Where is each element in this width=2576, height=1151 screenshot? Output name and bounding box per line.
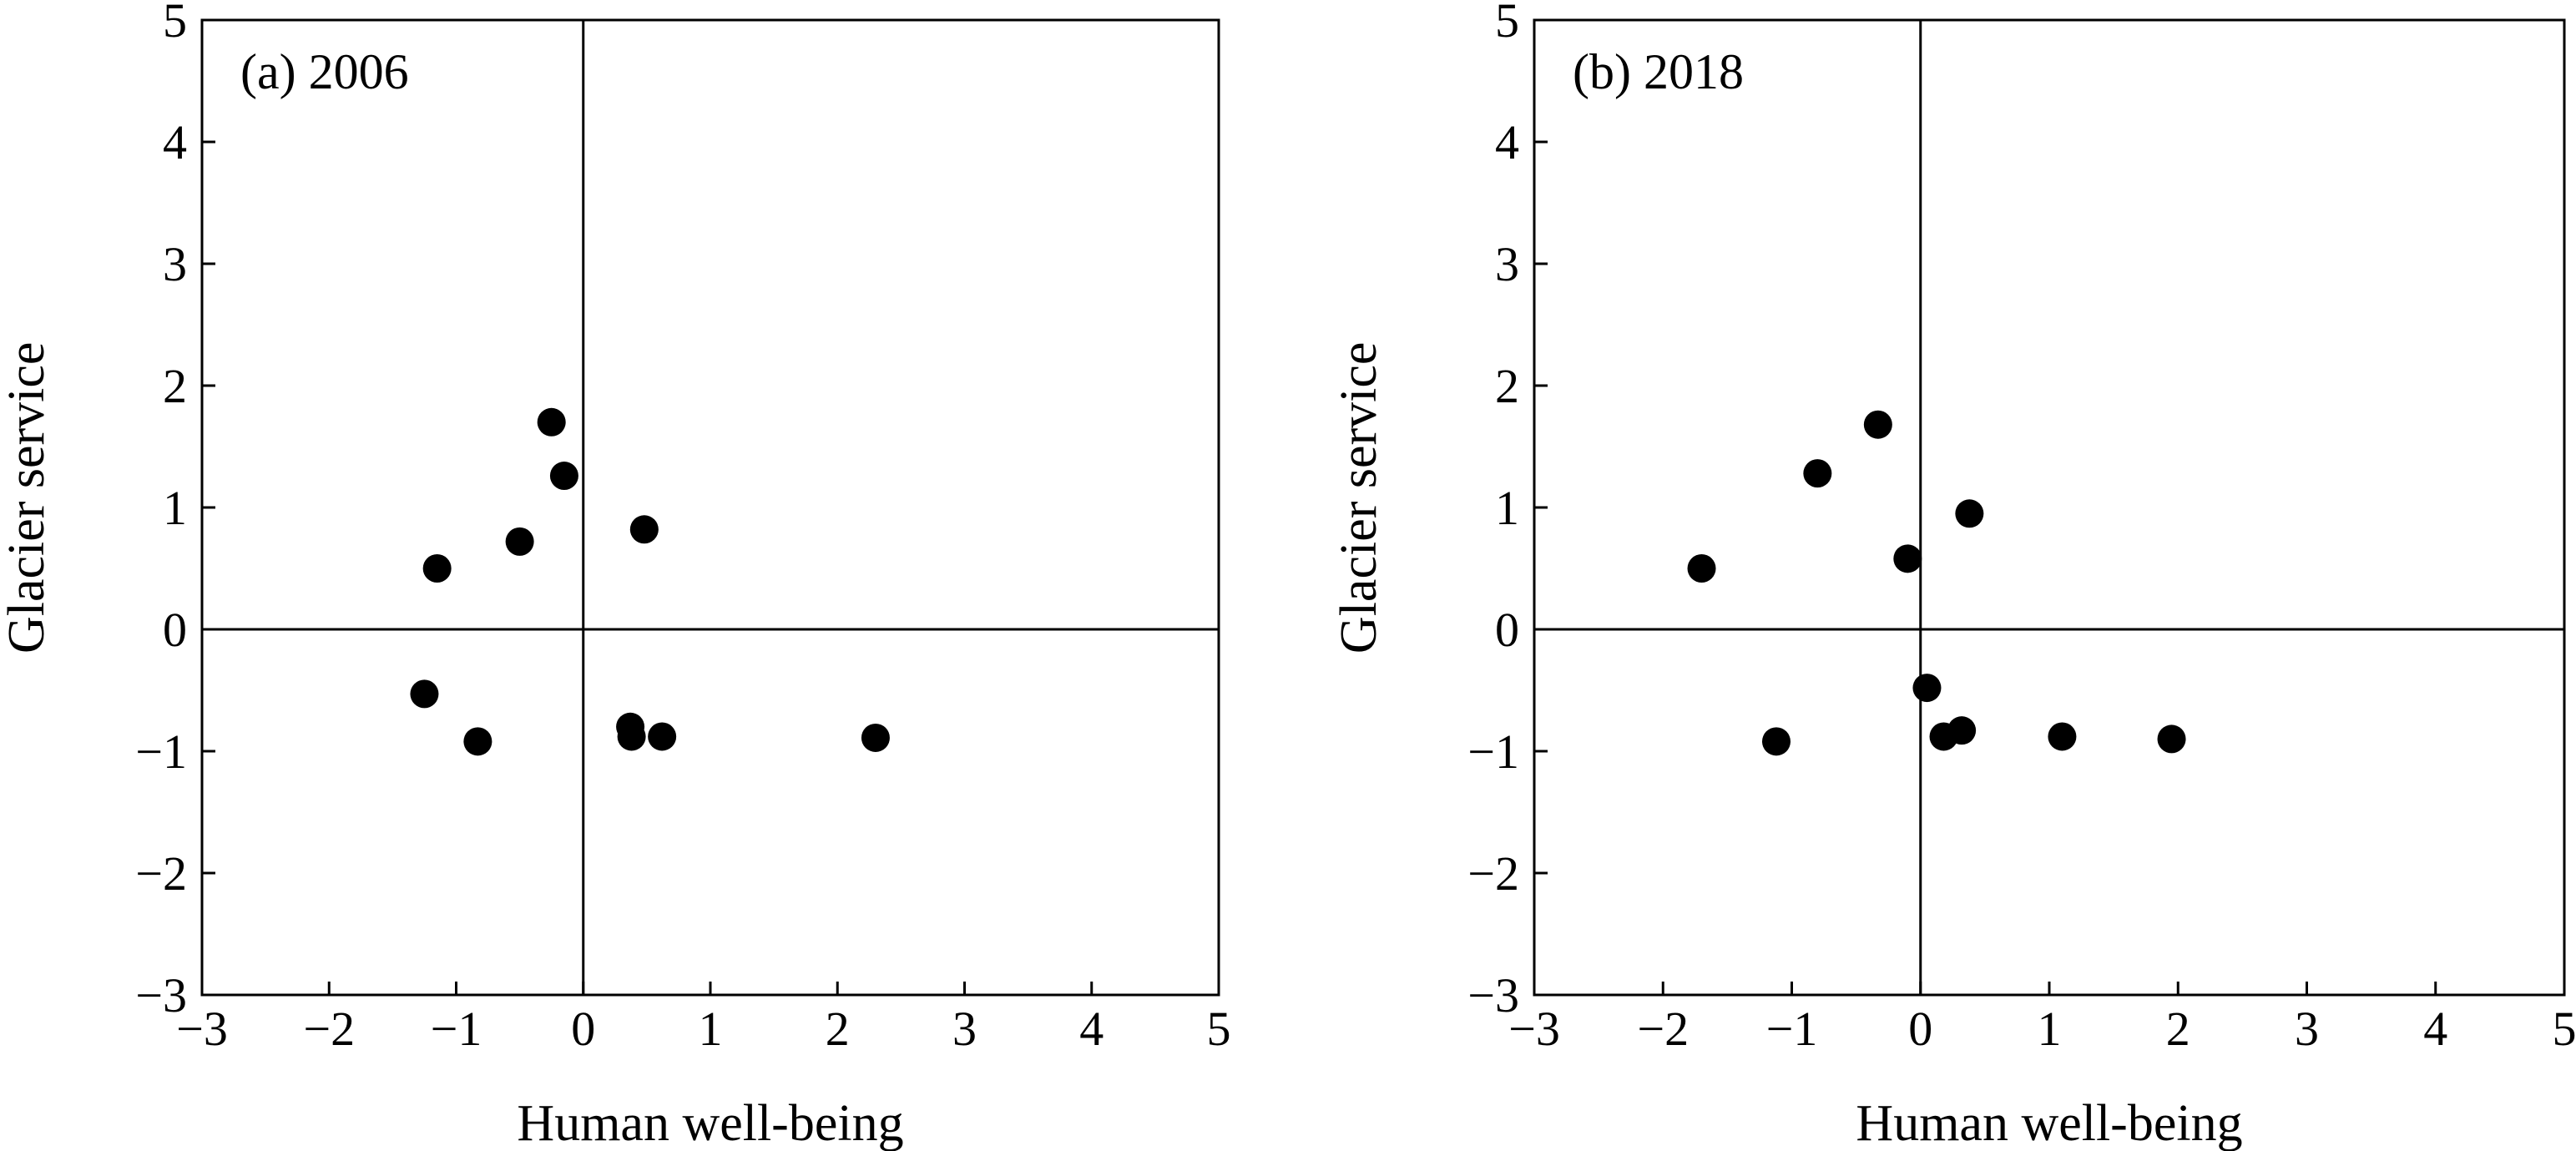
x-tick-label: 2 (826, 1002, 850, 1056)
data-point (410, 679, 439, 709)
y-tick-label: 3 (163, 237, 187, 291)
x-tick-label: 3 (952, 1002, 977, 1056)
y-tick-label: 4 (163, 115, 187, 169)
data-point (549, 462, 578, 491)
data-point (2157, 724, 2186, 754)
panel-label: (b) 2018 (1573, 44, 1744, 99)
data-point (617, 722, 646, 751)
x-tick-label: −1 (431, 1002, 482, 1056)
data-point (1803, 459, 1832, 488)
panel-label: (a) 2006 (240, 44, 409, 99)
x-tick-label: −3 (176, 1002, 228, 1056)
y-tick-label: −3 (1467, 968, 1519, 1022)
data-point (1687, 554, 1716, 583)
y-tick-label: 5 (1495, 0, 1519, 48)
data-point (1912, 674, 1942, 703)
y-tick-label: −3 (135, 968, 187, 1022)
data-point (1893, 544, 1922, 573)
data-point (505, 527, 534, 556)
x-tick-label: −1 (1766, 1002, 1818, 1056)
y-tick-label: 1 (1495, 481, 1519, 535)
data-point (629, 515, 659, 544)
x-tick-label: −2 (1637, 1002, 1689, 1056)
chart-panel-1: −3 −2 −1 0 1 2 3 4 5 −3 −2 −1 0 1 2 3 4 5 Human well-being… (0, 0, 1231, 1151)
plot-frame (200, 18, 1220, 997)
x-tick-label: 1 (699, 1002, 723, 1056)
x-tick-label: 4 (1079, 1002, 1104, 1056)
x-tick-label: 2 (2166, 1002, 2190, 1056)
y-tick-label: −2 (1467, 846, 1519, 901)
data-point (1947, 716, 1977, 745)
y-axis-title: Glacier service (1331, 342, 1387, 654)
chart-panel-2: −3 −2 −1 0 1 2 3 4 5 −3 −2 −1 0 1 2 3 4 5 Human well-being… (1331, 0, 2576, 1151)
y-axis-title: Glacier service (0, 342, 55, 654)
x-tick-label: 3 (2295, 1002, 2319, 1056)
data-point (648, 722, 677, 751)
y-tick-label: 1 (163, 481, 187, 535)
plot-frame (1533, 18, 2566, 997)
y-tick-label: 3 (1495, 237, 1519, 291)
x-tick-label: 0 (571, 1002, 595, 1056)
x-tick-label: 0 (1908, 1002, 1932, 1056)
data-point (537, 407, 566, 437)
data-point (1761, 727, 1791, 756)
x-tick-label: 5 (2553, 1002, 2576, 1056)
data-point (422, 554, 452, 583)
y-tick-label: 4 (1495, 115, 1519, 169)
data-point (2048, 722, 2077, 751)
x-axis-title: Human well-being (1856, 1095, 2242, 1151)
y-tick-label: 2 (163, 359, 187, 413)
x-tick-label: −3 (1508, 1002, 1560, 1056)
data-point (861, 723, 890, 752)
data-point (463, 727, 492, 756)
y-tick-label: 0 (1495, 603, 1519, 657)
y-tick-label: −1 (135, 724, 187, 779)
x-tick-label: 1 (2038, 1002, 2062, 1056)
data-point (1863, 410, 1892, 439)
y-tick-label: 5 (163, 0, 187, 48)
y-tick-label: −2 (135, 846, 187, 901)
x-axis-title: Human well-being (517, 1095, 903, 1151)
y-tick-label: 0 (163, 603, 187, 657)
x-tick-label: −2 (303, 1002, 355, 1056)
x-tick-label: 5 (1207, 1002, 1231, 1056)
y-tick-label: −1 (1467, 724, 1519, 779)
y-tick-label: 2 (1495, 359, 1519, 413)
data-point (1955, 499, 1984, 528)
x-tick-label: 4 (2423, 1002, 2447, 1056)
